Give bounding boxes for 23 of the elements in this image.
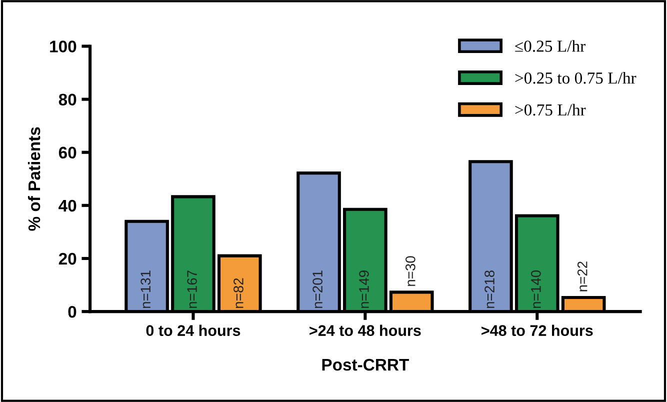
y-tick-label: 80 bbox=[58, 94, 76, 106]
annotation: n=22 bbox=[577, 262, 588, 292]
y-tick-label: 0 bbox=[68, 306, 76, 318]
annotation: n=149 bbox=[359, 270, 369, 308]
x-tick-label: 0 to 24 hours bbox=[146, 324, 240, 336]
annotation: n=201 bbox=[312, 270, 322, 308]
legend-label: >0.25 to 0.75 L/hr bbox=[515, 72, 636, 84]
annotation: n=140 bbox=[531, 270, 541, 308]
annotation: n=82 bbox=[234, 278, 244, 308]
legend-label: ≤0.25 L/hr bbox=[515, 40, 586, 52]
annotation: n=218 bbox=[484, 270, 494, 308]
annotation: n=167 bbox=[187, 270, 197, 308]
x-axis-title: Post-CRRT bbox=[322, 358, 409, 371]
y-tick-label: 60 bbox=[58, 146, 76, 159]
annotation: n=30 bbox=[406, 256, 416, 286]
y-axis-title: % of Patients bbox=[28, 127, 40, 231]
legend-label: >0.75 L/hr bbox=[515, 104, 586, 116]
y-tick-label: 40 bbox=[58, 200, 76, 212]
x-tick-label: >48 to 72 hours bbox=[482, 324, 593, 336]
y-tick-label: 100 bbox=[50, 40, 76, 52]
x-tick-label: >24 to 48 hours bbox=[310, 324, 421, 336]
y-tick-label: 20 bbox=[58, 252, 76, 265]
annotation: n=131 bbox=[140, 270, 151, 308]
